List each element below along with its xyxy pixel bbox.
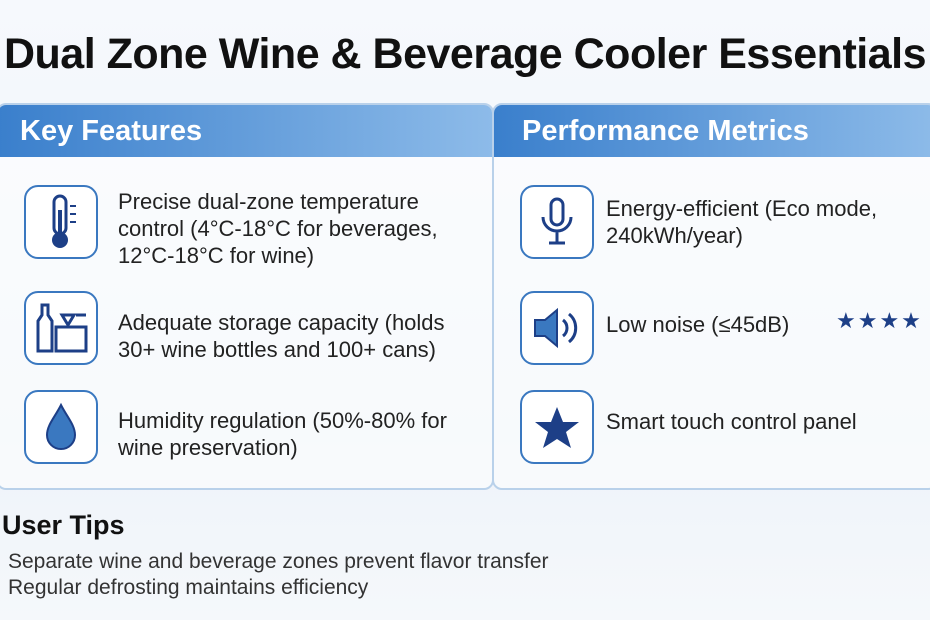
metric-text: Energy-efficient (Eco mode, 240kWh/year) xyxy=(606,196,878,248)
panel: Key Features Precise dual-zone temperatu… xyxy=(0,103,494,490)
panel-title: Key Features xyxy=(0,105,492,157)
metric-text: Smart touch control panel xyxy=(606,409,857,434)
page-title: Dual Zone Wine & Beverage Cooler Essenti… xyxy=(3,30,927,78)
thermometer-icon xyxy=(24,185,98,259)
storage-icon xyxy=(24,291,98,365)
feature-text: Precise dual-zone temperature control (4… xyxy=(118,189,438,268)
metric-text: Low noise (≤45dB) xyxy=(606,312,790,337)
feature-text: Adequate storage capacity (holds 30+ win… xyxy=(118,310,445,362)
control-icon xyxy=(520,390,594,464)
panel: Performance Metrics Energy-efficient (Ec… xyxy=(492,103,930,490)
energy-icon xyxy=(520,185,594,259)
feature-text: Humidity regulation (50%-80% for wine pr… xyxy=(118,408,447,460)
tip: Regular defrosting maintains efficiency xyxy=(8,576,369,599)
panel-title: Performance Metrics xyxy=(494,105,930,157)
tip: Separate wine and beverage zones prevent… xyxy=(8,550,549,573)
humidity-icon xyxy=(24,390,98,464)
tips-title: User Tips xyxy=(2,510,125,540)
rating: ★★★★ xyxy=(836,308,923,333)
sound-icon xyxy=(520,291,594,365)
